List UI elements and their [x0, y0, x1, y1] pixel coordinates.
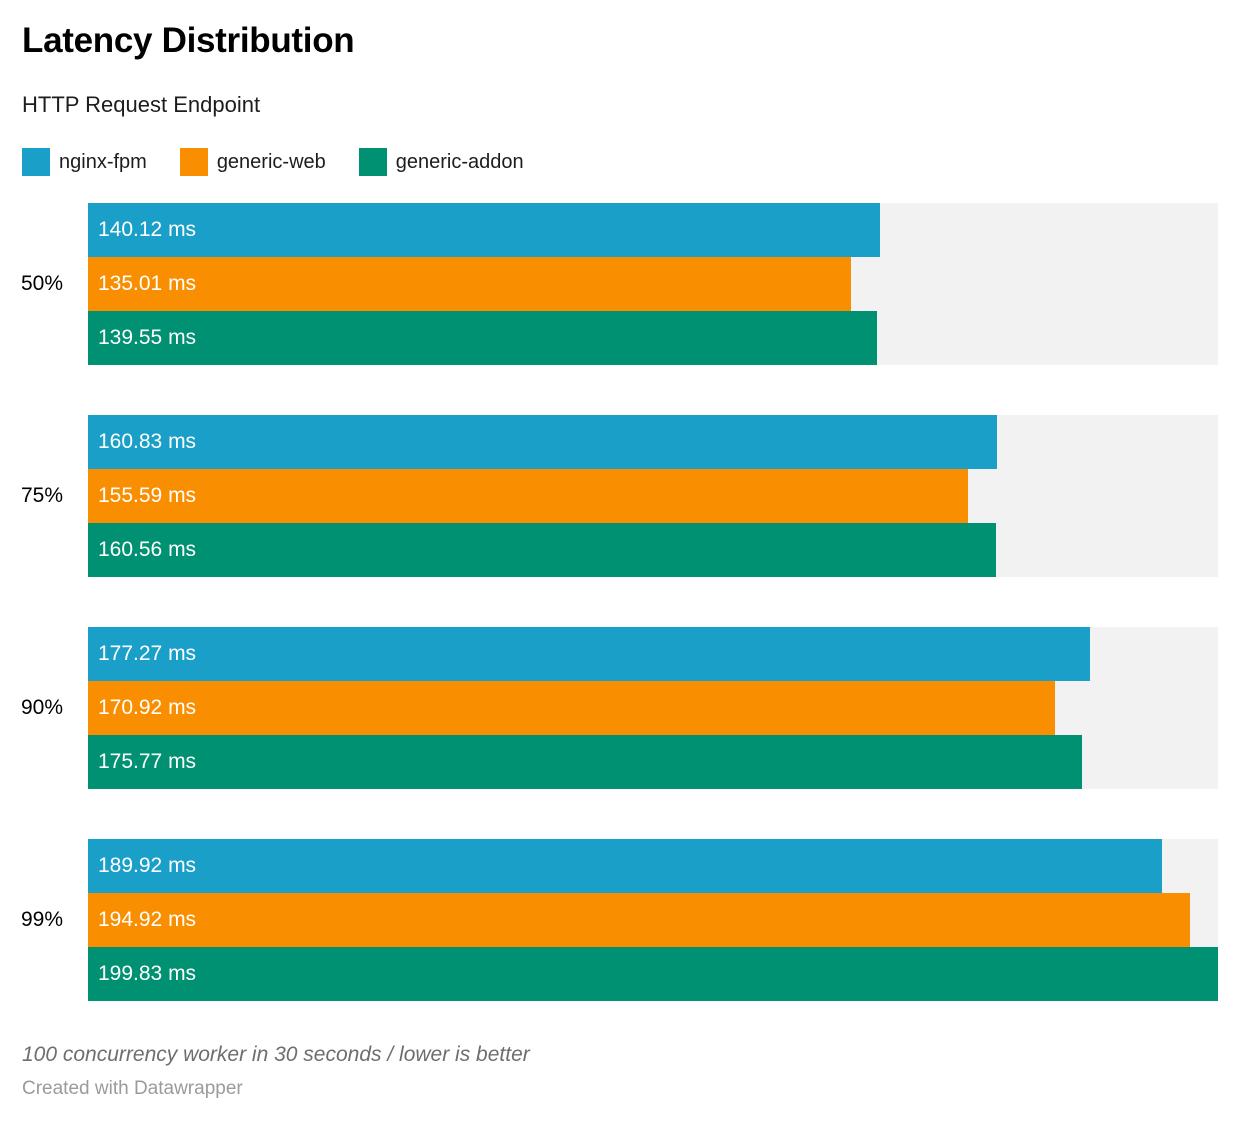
bar-value-label: 199.83 ms: [98, 962, 197, 985]
bar-value-label: 175.77 ms: [98, 750, 197, 773]
legend-swatch-nginx-fpm: [22, 148, 50, 176]
category-label: 50%: [20, 272, 63, 295]
bar-value-label: 189.92 ms: [98, 854, 197, 877]
page-title: Latency Distribution: [22, 21, 355, 60]
bar-value-label: 160.83 ms: [98, 430, 197, 453]
bar-generic-web: 155.59 ms: [88, 469, 968, 523]
legend-label-generic-addon: generic-addon: [395, 150, 524, 173]
bar-value-label: 177.27 ms: [98, 642, 197, 665]
legend-label-nginx-fpm: nginx-fpm: [59, 150, 147, 173]
bar-value-label: 155.59 ms: [98, 484, 197, 507]
legend-item-generic-web: generic-web: [179, 148, 326, 176]
bar-value-label: 194.92 ms: [98, 908, 197, 931]
bar-generic-addon: 199.83 ms: [88, 947, 1218, 1001]
chart-footnote: 100 concurrency worker in 30 seconds / l…: [22, 1043, 530, 1066]
datawrapper-credit-link[interactable]: Created with Datawrapper: [22, 1078, 243, 1099]
bar-nginx-fpm: 160.83 ms: [88, 415, 998, 469]
legend-swatch-generic-web: [179, 148, 208, 176]
legend-label-generic-web: generic-web: [216, 150, 326, 173]
bar-value-label: 135.01 ms: [98, 272, 197, 295]
bar-generic-web: 135.01 ms: [88, 257, 852, 311]
bar-value-label: 139.55 ms: [98, 326, 197, 349]
bar-track: 177.27 ms 170.92 ms 175.77 ms: [88, 627, 1218, 789]
chart-subtitle: HTTP Request Endpoint: [22, 92, 261, 117]
bar-group-75%: 75% 160.83 ms 155.59 ms 160.56 ms: [20, 415, 1218, 577]
bar-track: 160.83 ms 155.59 ms 160.56 ms: [88, 415, 1218, 577]
bar-generic-addon: 175.77 ms: [88, 735, 1082, 789]
bar-generic-addon: 160.56 ms: [88, 523, 996, 577]
category-label: 75%: [20, 484, 63, 507]
bar-generic-web: 170.92 ms: [88, 681, 1055, 735]
bar-chart: 50% 140.12 ms 135.01 ms 139.55 ms 75% 160.83 …: [20, 203, 1218, 1001]
bar-track: 189.92 ms 194.92 ms 199.83 ms: [88, 839, 1218, 1001]
bar-track: 140.12 ms 135.01 ms 139.55 ms: [88, 203, 1218, 365]
legend-swatch-generic-addon: [358, 148, 387, 176]
bar-group-99%: 99% 189.92 ms 194.92 ms 199.83 ms: [20, 839, 1218, 1001]
bar-value-label: 170.92 ms: [98, 696, 197, 719]
bar-generic-addon: 139.55 ms: [88, 311, 878, 365]
category-label: 99%: [20, 908, 63, 931]
bar-value-label: 140.12 ms: [98, 218, 197, 241]
bar-group-50%: 50% 140.12 ms 135.01 ms 139.55 ms: [20, 203, 1218, 365]
legend-item-nginx-fpm: nginx-fpm: [22, 148, 147, 176]
bar-nginx-fpm: 177.27 ms: [88, 627, 1091, 681]
bar-group-90%: 90% 177.27 ms 170.92 ms 175.77 ms: [20, 627, 1218, 789]
bar-generic-web: 194.92 ms: [88, 893, 1191, 947]
legend: nginx-fpm generic-web generic-addon: [22, 148, 1218, 176]
chart-page: Latency Distribution HTTP Request Endpoi…: [20, 21, 1218, 1099]
bar-nginx-fpm: 140.12 ms: [88, 203, 881, 257]
legend-item-generic-addon: generic-addon: [358, 148, 524, 176]
category-label: 90%: [20, 696, 63, 719]
bar-value-label: 160.56 ms: [98, 538, 197, 561]
bar-nginx-fpm: 189.92 ms: [88, 839, 1162, 893]
